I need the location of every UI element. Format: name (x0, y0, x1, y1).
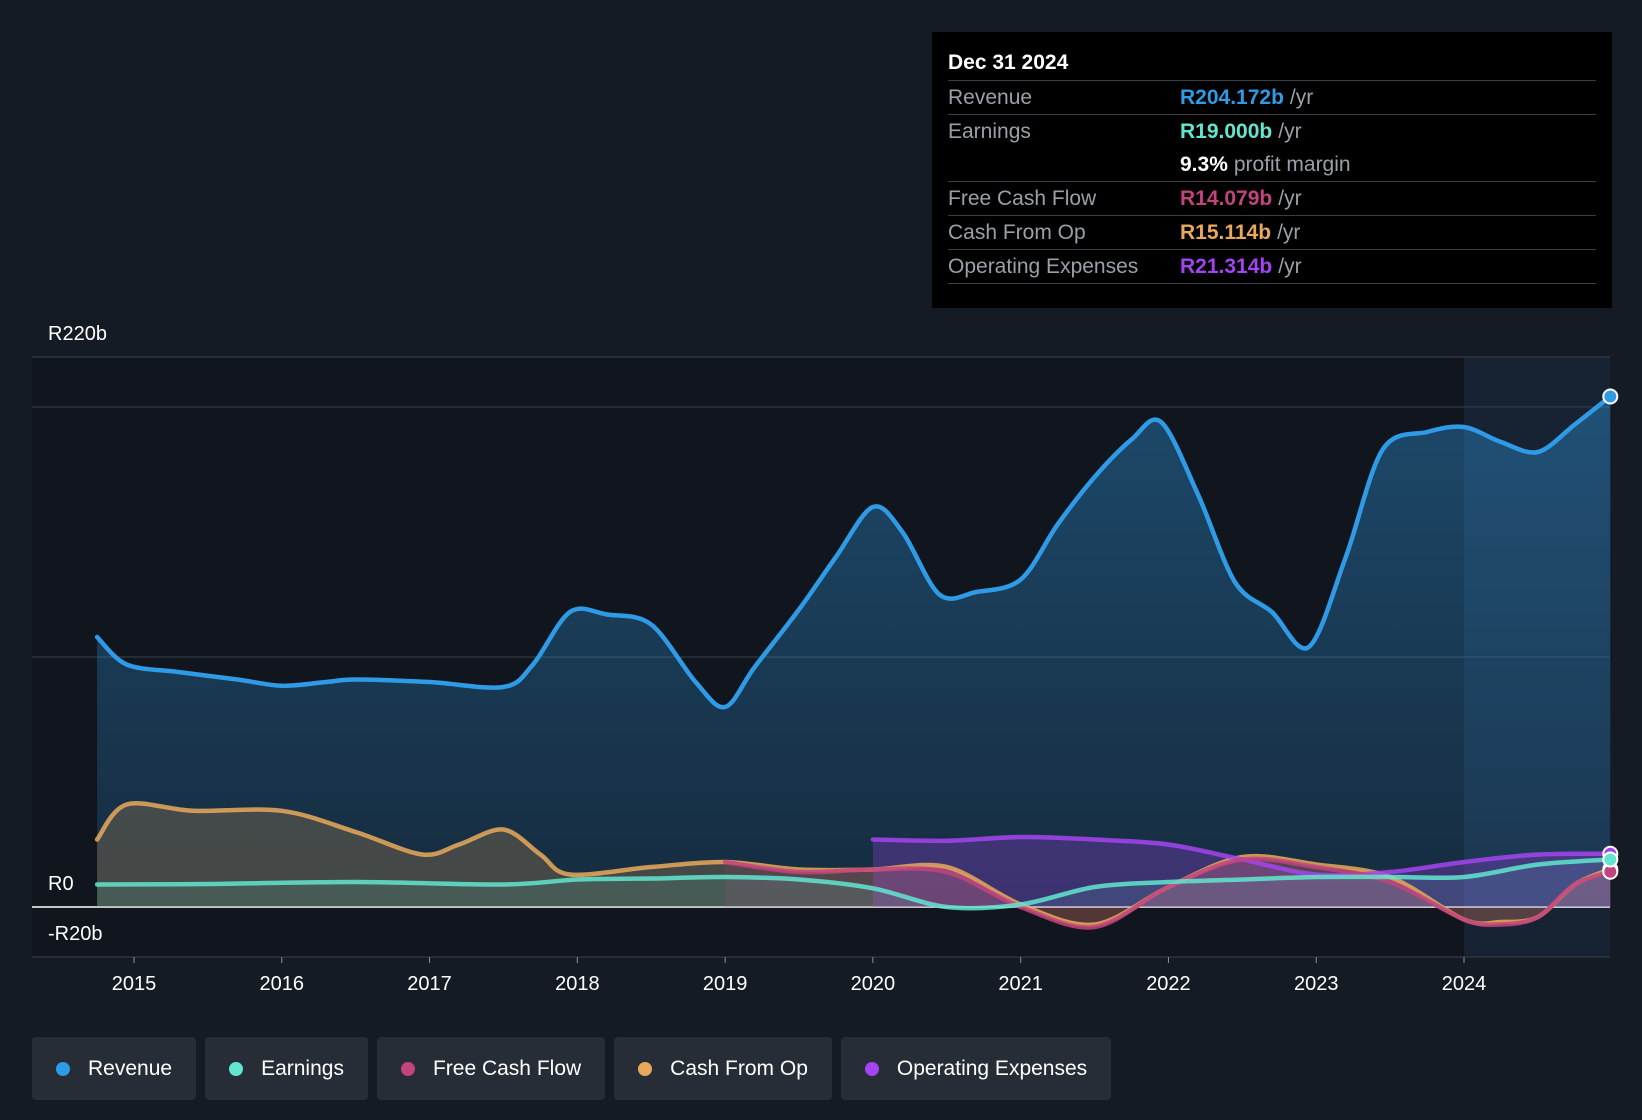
x-tick-label: 2022 (1146, 973, 1191, 995)
x-tick-label: 2015 (112, 973, 157, 995)
earnings-dot-icon (229, 1061, 244, 1076)
tooltip-value-fcf: R14.079b (1180, 187, 1273, 210)
y-label-zero: R0 (48, 873, 74, 895)
tooltip-value-opex: R21.314b (1180, 255, 1273, 278)
tooltip-value-earnings: R19.000b (1180, 120, 1273, 143)
tooltip-unit: /yr (1278, 255, 1302, 278)
tooltip-unit: /yr (1289, 86, 1314, 109)
cfo-dot-icon (638, 1061, 653, 1076)
revenue-line (94, 394, 1613, 710)
tooltip-unit: /yr (1277, 221, 1301, 244)
tooltip-panel: Dec 31 2024 Revenue R204.172b /yr Earnin… (932, 32, 1612, 308)
legend-item-earnings[interactable]: Earnings (205, 1037, 368, 1100)
revenue-dot-icon (56, 1061, 70, 1076)
tooltip-label: Revenue (948, 86, 1033, 109)
tooltip-unit: /yr (1278, 120, 1302, 143)
legend-label: Revenue (88, 1056, 173, 1080)
legend-label: Free Cash Flow (432, 1056, 582, 1080)
y-label-bottom: -R20b (48, 923, 102, 945)
x-tick-label: 2020 (851, 973, 896, 995)
x-axis-ticks: 2015 2016 2017 2018 2019 2020 2021 2022 2023 2024 (112, 957, 1487, 995)
y-label-top: R220b (48, 323, 107, 345)
cfo-area (97, 803, 1611, 925)
tooltip-label: Free Cash Flow (948, 187, 1097, 210)
tooltip-date: Dec 31 2024 (948, 46, 1596, 81)
series-areas (97, 396, 1611, 928)
axis-labels: R220b R0 -R20b (48, 323, 107, 945)
earnings-area (97, 859, 1611, 909)
fcf-dot-icon (400, 1061, 415, 1076)
tooltip-row-revenue: Revenue R204.172b /yr (948, 81, 1596, 115)
tooltip-label (948, 148, 1180, 181)
legend-label: Cash From Op (670, 1056, 808, 1080)
revenue-area (97, 396, 1611, 907)
tooltip-label: Cash From Op (948, 221, 1086, 244)
legend-item-cfo[interactable]: Cash From Op (614, 1037, 832, 1100)
legend-label: Earnings (261, 1056, 344, 1080)
earnings-line (94, 857, 1613, 911)
legend-item-opex[interactable]: Operating Expenses (840, 1037, 1112, 1100)
legend-label: Operating Expenses (896, 1056, 1088, 1080)
tooltip-label: Operating Expenses (948, 255, 1139, 278)
tooltip-row-margin: 9.3% profit margin (948, 148, 1596, 182)
legend-item-fcf[interactable]: Free Cash Flow (376, 1037, 606, 1100)
tooltip-row-fcf: Free Cash Flow R14.079b /yr (948, 182, 1596, 216)
series-lines (94, 394, 1613, 930)
tooltip-row-opex: Operating Expenses R21.314b /yr (948, 250, 1596, 284)
legend-item-revenue[interactable]: Revenue (32, 1037, 197, 1100)
opex-area (872, 836, 1611, 907)
x-tick-label: 2021 (998, 973, 1043, 995)
x-tick-label: 2016 (260, 973, 305, 995)
fcf-line (722, 856, 1613, 930)
x-tick-label: 2019 (703, 973, 748, 995)
tooltip-label: Earnings (948, 120, 1031, 143)
opex-dot-icon (864, 1061, 879, 1076)
x-tick-label: 2023 (1294, 973, 1339, 995)
legend: Revenue Earnings Free Cash Flow Cash Fro… (32, 1037, 1112, 1100)
earnings-end-marker (1602, 851, 1619, 868)
tooltip-value-margin: 9.3% (1180, 153, 1228, 176)
revenue-end-marker (1602, 388, 1619, 405)
x-tick-label: 2018 (555, 973, 600, 995)
x-tick-label: 2024 (1442, 973, 1487, 995)
tooltip-row-earnings: Earnings R19.000b /yr (948, 115, 1596, 148)
end-markers (1602, 388, 1619, 880)
fcf-area (725, 858, 1611, 928)
tooltip-unit: profit margin (1233, 153, 1351, 176)
tooltip-row-cfo: Cash From Op R15.114b /yr (948, 216, 1596, 250)
tooltip-unit: /yr (1278, 187, 1302, 210)
tooltip-value-revenue: R204.172b (1180, 86, 1284, 109)
x-tick-label: 2017 (407, 973, 452, 995)
tooltip-value-cfo: R15.114b (1180, 221, 1272, 244)
